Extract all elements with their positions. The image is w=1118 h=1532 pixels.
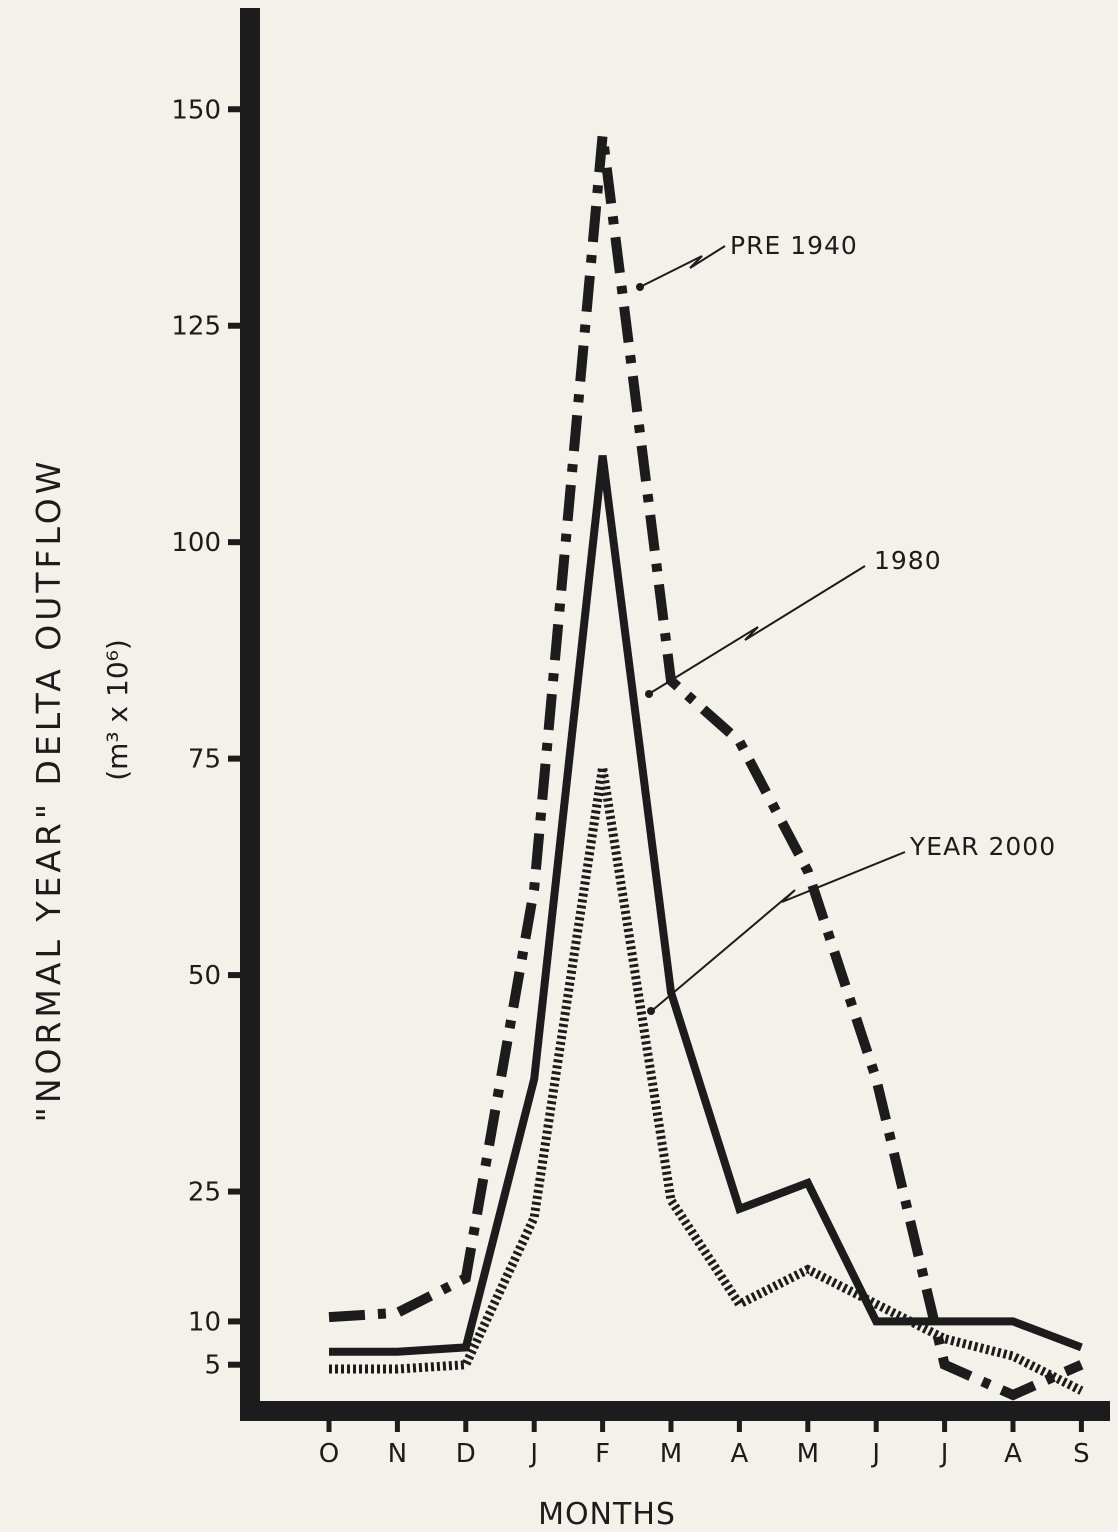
y-tick-5 [228,1361,242,1368]
y-tick-label-125: 125 [171,312,221,342]
x-tick-label-7: M [797,1439,819,1469]
x-tick-6 [736,1419,742,1432]
y-tick-25 [228,1188,242,1195]
x-tick-label-8: J [870,1439,880,1469]
x-axis-line [240,1401,1110,1421]
y-tick-100 [228,539,242,546]
annotation-arrowhead-pre-1940 [636,283,644,291]
y-tick-75 [228,755,242,762]
x-tick-5 [668,1419,674,1432]
x-tick-1 [394,1419,400,1432]
x-tick-8 [873,1419,879,1432]
y-tick-label-75: 75 [188,745,221,775]
x-tick-label-5: M [660,1439,682,1469]
x-tick-label-9: J [939,1439,949,1469]
x-tick-11 [1078,1419,1084,1432]
y-tick-150 [228,106,242,113]
axes-layer [228,8,1110,1432]
x-tick-label-3: J [528,1439,538,1469]
x-tick-7 [805,1419,811,1432]
series-line-year-2000 [329,766,1084,1395]
annotation-leader-year-2000 [653,851,906,1010]
x-tick-label-11: S [1073,1439,1090,1469]
y-tick-125 [228,322,242,329]
y-axis-line [240,8,260,1421]
annotation-arrowhead-year-2000 [647,1007,655,1015]
series-layer [328,134,1084,1401]
x-tick-2 [463,1419,469,1432]
y-axis-title: "NORMAL YEAR" DELTA OUTFLOW [29,458,68,1123]
y-tick-50 [228,972,242,979]
annotation-leader-1980 [651,565,866,693]
x-tick-3 [531,1419,537,1432]
y-axis-unit: (m³ x 10⁶) [101,639,134,781]
series-line-pre-1940 [328,134,1084,1401]
x-tick-label-10: A [1004,1439,1022,1469]
x-tick-label-6: A [731,1439,749,1469]
y-tick-label-5: 5 [204,1351,221,1381]
series-line-1980 [329,455,1083,1356]
labels-layer: "NORMAL YEAR" DELTA OUTFLOW (m³ x 10⁶) M… [29,95,1090,1532]
x-tick-9 [942,1419,948,1432]
annotation-label-pre-1940: PRE 1940 [730,231,858,260]
x-tick-4 [600,1419,606,1432]
x-tick-10 [1010,1419,1016,1432]
x-tick-label-2: D [456,1439,476,1469]
x-tick-label-0: O [319,1439,339,1469]
annotation-arrowhead-1980 [645,690,653,698]
y-tick-10 [228,1318,242,1325]
annotation-label-1980: 1980 [874,546,942,575]
x-tick-label-4: F [595,1439,610,1469]
y-tick-label-50: 50 [188,961,221,991]
y-tick-label-10: 10 [188,1307,221,1337]
y-tick-label-100: 100 [171,528,221,558]
x-tick-0 [326,1419,332,1432]
annotation-label-year-2000: YEAR 2000 [909,832,1056,861]
annotation-leader-pre-1940 [641,245,726,287]
y-tick-label-150: 150 [171,95,221,125]
x-axis-title: MONTHS [538,1497,676,1532]
y-tick-label-25: 25 [188,1178,221,1208]
x-tick-label-1: N [388,1439,407,1469]
